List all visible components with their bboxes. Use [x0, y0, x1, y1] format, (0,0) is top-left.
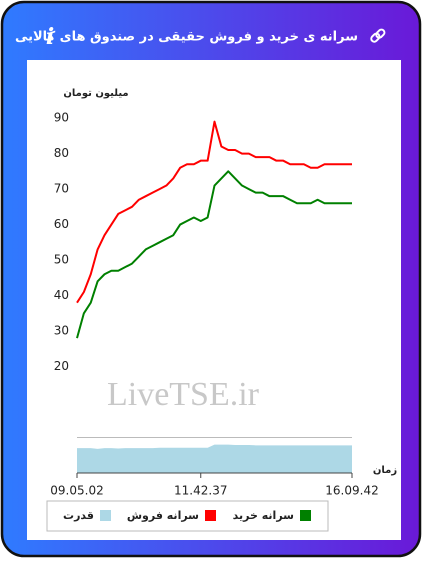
- legend-box: [46, 500, 329, 532]
- watermark: LiveTSE.ir: [107, 376, 260, 413]
- legend-swatch: [100, 510, 111, 521]
- legend-swatch: [205, 510, 216, 521]
- legend-label: سرانه خرید: [233, 509, 294, 522]
- y-tick-label: 70: [54, 182, 69, 196]
- x-tick-label: 11.42.37: [174, 484, 227, 498]
- legend-swatch: [300, 510, 311, 521]
- legend-label: سرانه فروش: [127, 509, 199, 522]
- x-axis-label: زمان: [373, 465, 397, 476]
- y-tick-label: 80: [54, 146, 69, 160]
- series-line: [76, 120, 352, 304]
- link-icon[interactable]: [370, 28, 386, 43]
- strength-area: [77, 444, 352, 473]
- x-tick-label: 16.09.42: [325, 484, 378, 498]
- y-tick-label: 40: [54, 288, 69, 302]
- legend-label: قدرت: [63, 509, 94, 522]
- x-tick-label: 09.05.02: [50, 484, 103, 498]
- y-tick-label: 30: [54, 324, 69, 338]
- y-axis-label: میلیون تومان: [63, 88, 128, 99]
- y-tick-label: 50: [54, 253, 69, 267]
- y-tick-label: 20: [54, 359, 69, 373]
- series-line: [76, 170, 352, 339]
- info-icon[interactable]: i: [46, 24, 54, 50]
- y-tick-label: 90: [54, 111, 69, 125]
- y-tick-label: 60: [54, 217, 69, 231]
- chart-title: سرانه ی خرید و فروش حقیقی در صندوق های ک…: [15, 30, 358, 45]
